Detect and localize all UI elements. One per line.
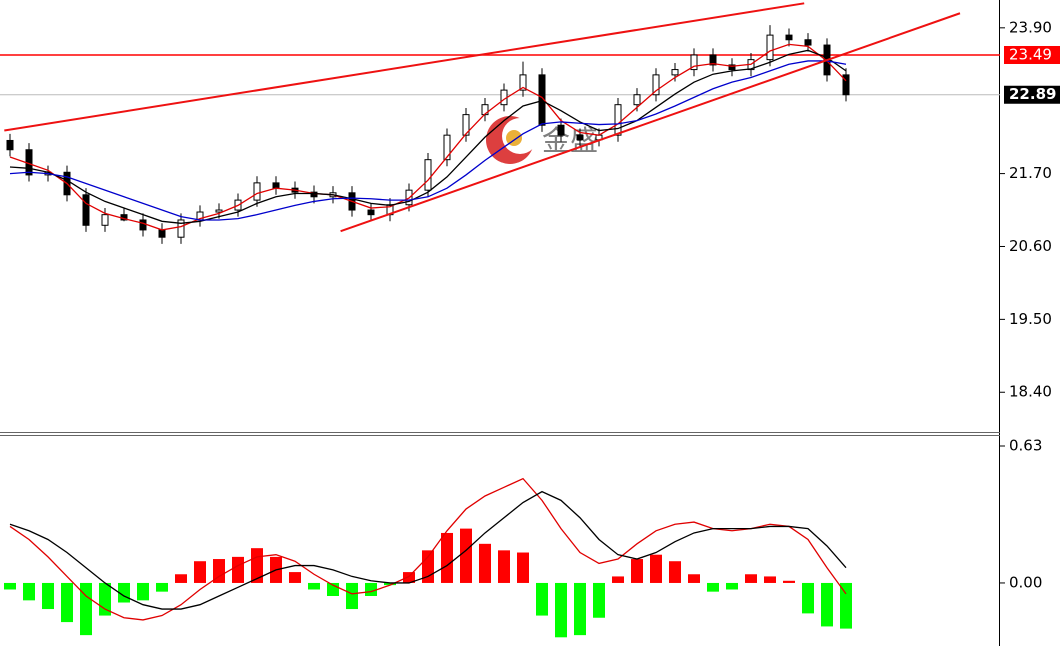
candle-body bbox=[310, 191, 318, 198]
histogram-bar bbox=[536, 582, 548, 616]
histogram-bar bbox=[574, 582, 586, 636]
histogram-bar bbox=[745, 574, 757, 583]
candle-body bbox=[424, 159, 432, 191]
candle-body bbox=[614, 104, 622, 136]
histogram-bar bbox=[4, 582, 16, 590]
candle-body bbox=[652, 74, 660, 96]
histogram-bar bbox=[707, 582, 719, 592]
histogram-bar bbox=[802, 582, 814, 614]
histogram-bar bbox=[80, 582, 92, 636]
histogram-bar bbox=[821, 582, 833, 627]
candle-body bbox=[690, 54, 698, 71]
histogram-bar bbox=[61, 582, 73, 623]
candle-body bbox=[557, 124, 565, 136]
histogram-bar bbox=[783, 580, 795, 583]
candle-body bbox=[367, 209, 375, 216]
indicator-line bbox=[9, 60, 847, 221]
histogram-bar bbox=[840, 582, 852, 629]
candle-body bbox=[766, 34, 774, 61]
histogram-bar bbox=[137, 582, 149, 601]
candle-body bbox=[728, 64, 736, 71]
histogram-bar bbox=[156, 582, 168, 592]
candle-body bbox=[215, 209, 223, 213]
candle-body bbox=[272, 182, 280, 189]
y-tick-label: 20.60 bbox=[1009, 237, 1052, 255]
candle-body bbox=[842, 74, 850, 96]
y-tick-label: 0.63 bbox=[1009, 437, 1042, 455]
candle-body bbox=[158, 229, 166, 238]
histogram-bar bbox=[232, 556, 244, 583]
histogram-bar bbox=[688, 574, 700, 583]
trend-line bbox=[340, 12, 961, 233]
candle-body bbox=[671, 69, 679, 76]
candle-body bbox=[253, 182, 261, 201]
candle-body bbox=[443, 134, 451, 161]
histogram-bar bbox=[517, 552, 529, 583]
histogram-bar bbox=[23, 582, 35, 601]
y-tick-label: 23.90 bbox=[1009, 18, 1052, 36]
price-tag bbox=[1004, 45, 1060, 64]
histogram-bar bbox=[213, 559, 225, 583]
y-tick-label: 18.40 bbox=[1009, 383, 1052, 401]
logo-dot bbox=[506, 130, 522, 146]
candle-body bbox=[462, 114, 470, 136]
histogram-bar bbox=[631, 559, 643, 583]
histogram-bar bbox=[289, 572, 301, 583]
histogram-bar bbox=[251, 548, 263, 583]
histogram-bar bbox=[441, 532, 453, 583]
histogram-bar bbox=[593, 582, 605, 618]
histogram-bar bbox=[175, 574, 187, 583]
price-tag bbox=[1004, 85, 1060, 104]
histogram-bar bbox=[384, 582, 396, 586]
histogram-bar bbox=[726, 582, 738, 590]
candle-body bbox=[101, 214, 109, 226]
histogram-bar bbox=[555, 582, 567, 638]
histogram-bar bbox=[479, 543, 491, 583]
candle-body bbox=[139, 219, 147, 231]
candle-body bbox=[6, 139, 14, 151]
y-tick-label: 19.50 bbox=[1009, 310, 1052, 328]
indicator-line bbox=[9, 490, 847, 610]
histogram-bar bbox=[612, 576, 624, 583]
y-tick-label: 21.70 bbox=[1009, 164, 1052, 182]
histogram-bar bbox=[42, 582, 54, 610]
candle-body bbox=[633, 94, 641, 106]
histogram-bar bbox=[365, 582, 377, 596]
watermark-text: 金盛 bbox=[542, 124, 598, 157]
candle-body bbox=[519, 74, 527, 91]
histogram-bar bbox=[308, 582, 320, 590]
histogram-bar bbox=[403, 572, 415, 583]
histogram-bar bbox=[194, 561, 206, 583]
histogram-bar bbox=[650, 554, 662, 583]
candle-body bbox=[785, 34, 793, 41]
indicator-line bbox=[9, 43, 847, 231]
histogram-bar bbox=[764, 576, 776, 583]
indicator-line bbox=[9, 49, 847, 224]
candle-body bbox=[82, 194, 90, 226]
trend-line bbox=[4, 2, 805, 132]
y-tick-label: 0.00 bbox=[1009, 573, 1042, 591]
candle-body bbox=[576, 134, 584, 141]
histogram-bar bbox=[346, 582, 358, 610]
histogram-bar bbox=[498, 550, 510, 583]
price-tag-label: 23.49 bbox=[1009, 45, 1052, 63]
price-tag-label: 22.89 bbox=[1009, 85, 1056, 103]
indicator-line bbox=[9, 477, 847, 621]
histogram-bar bbox=[669, 561, 681, 583]
candle-body bbox=[709, 54, 717, 66]
histogram-bar bbox=[460, 528, 472, 583]
candle-body bbox=[177, 219, 185, 238]
candle-body bbox=[804, 39, 812, 46]
